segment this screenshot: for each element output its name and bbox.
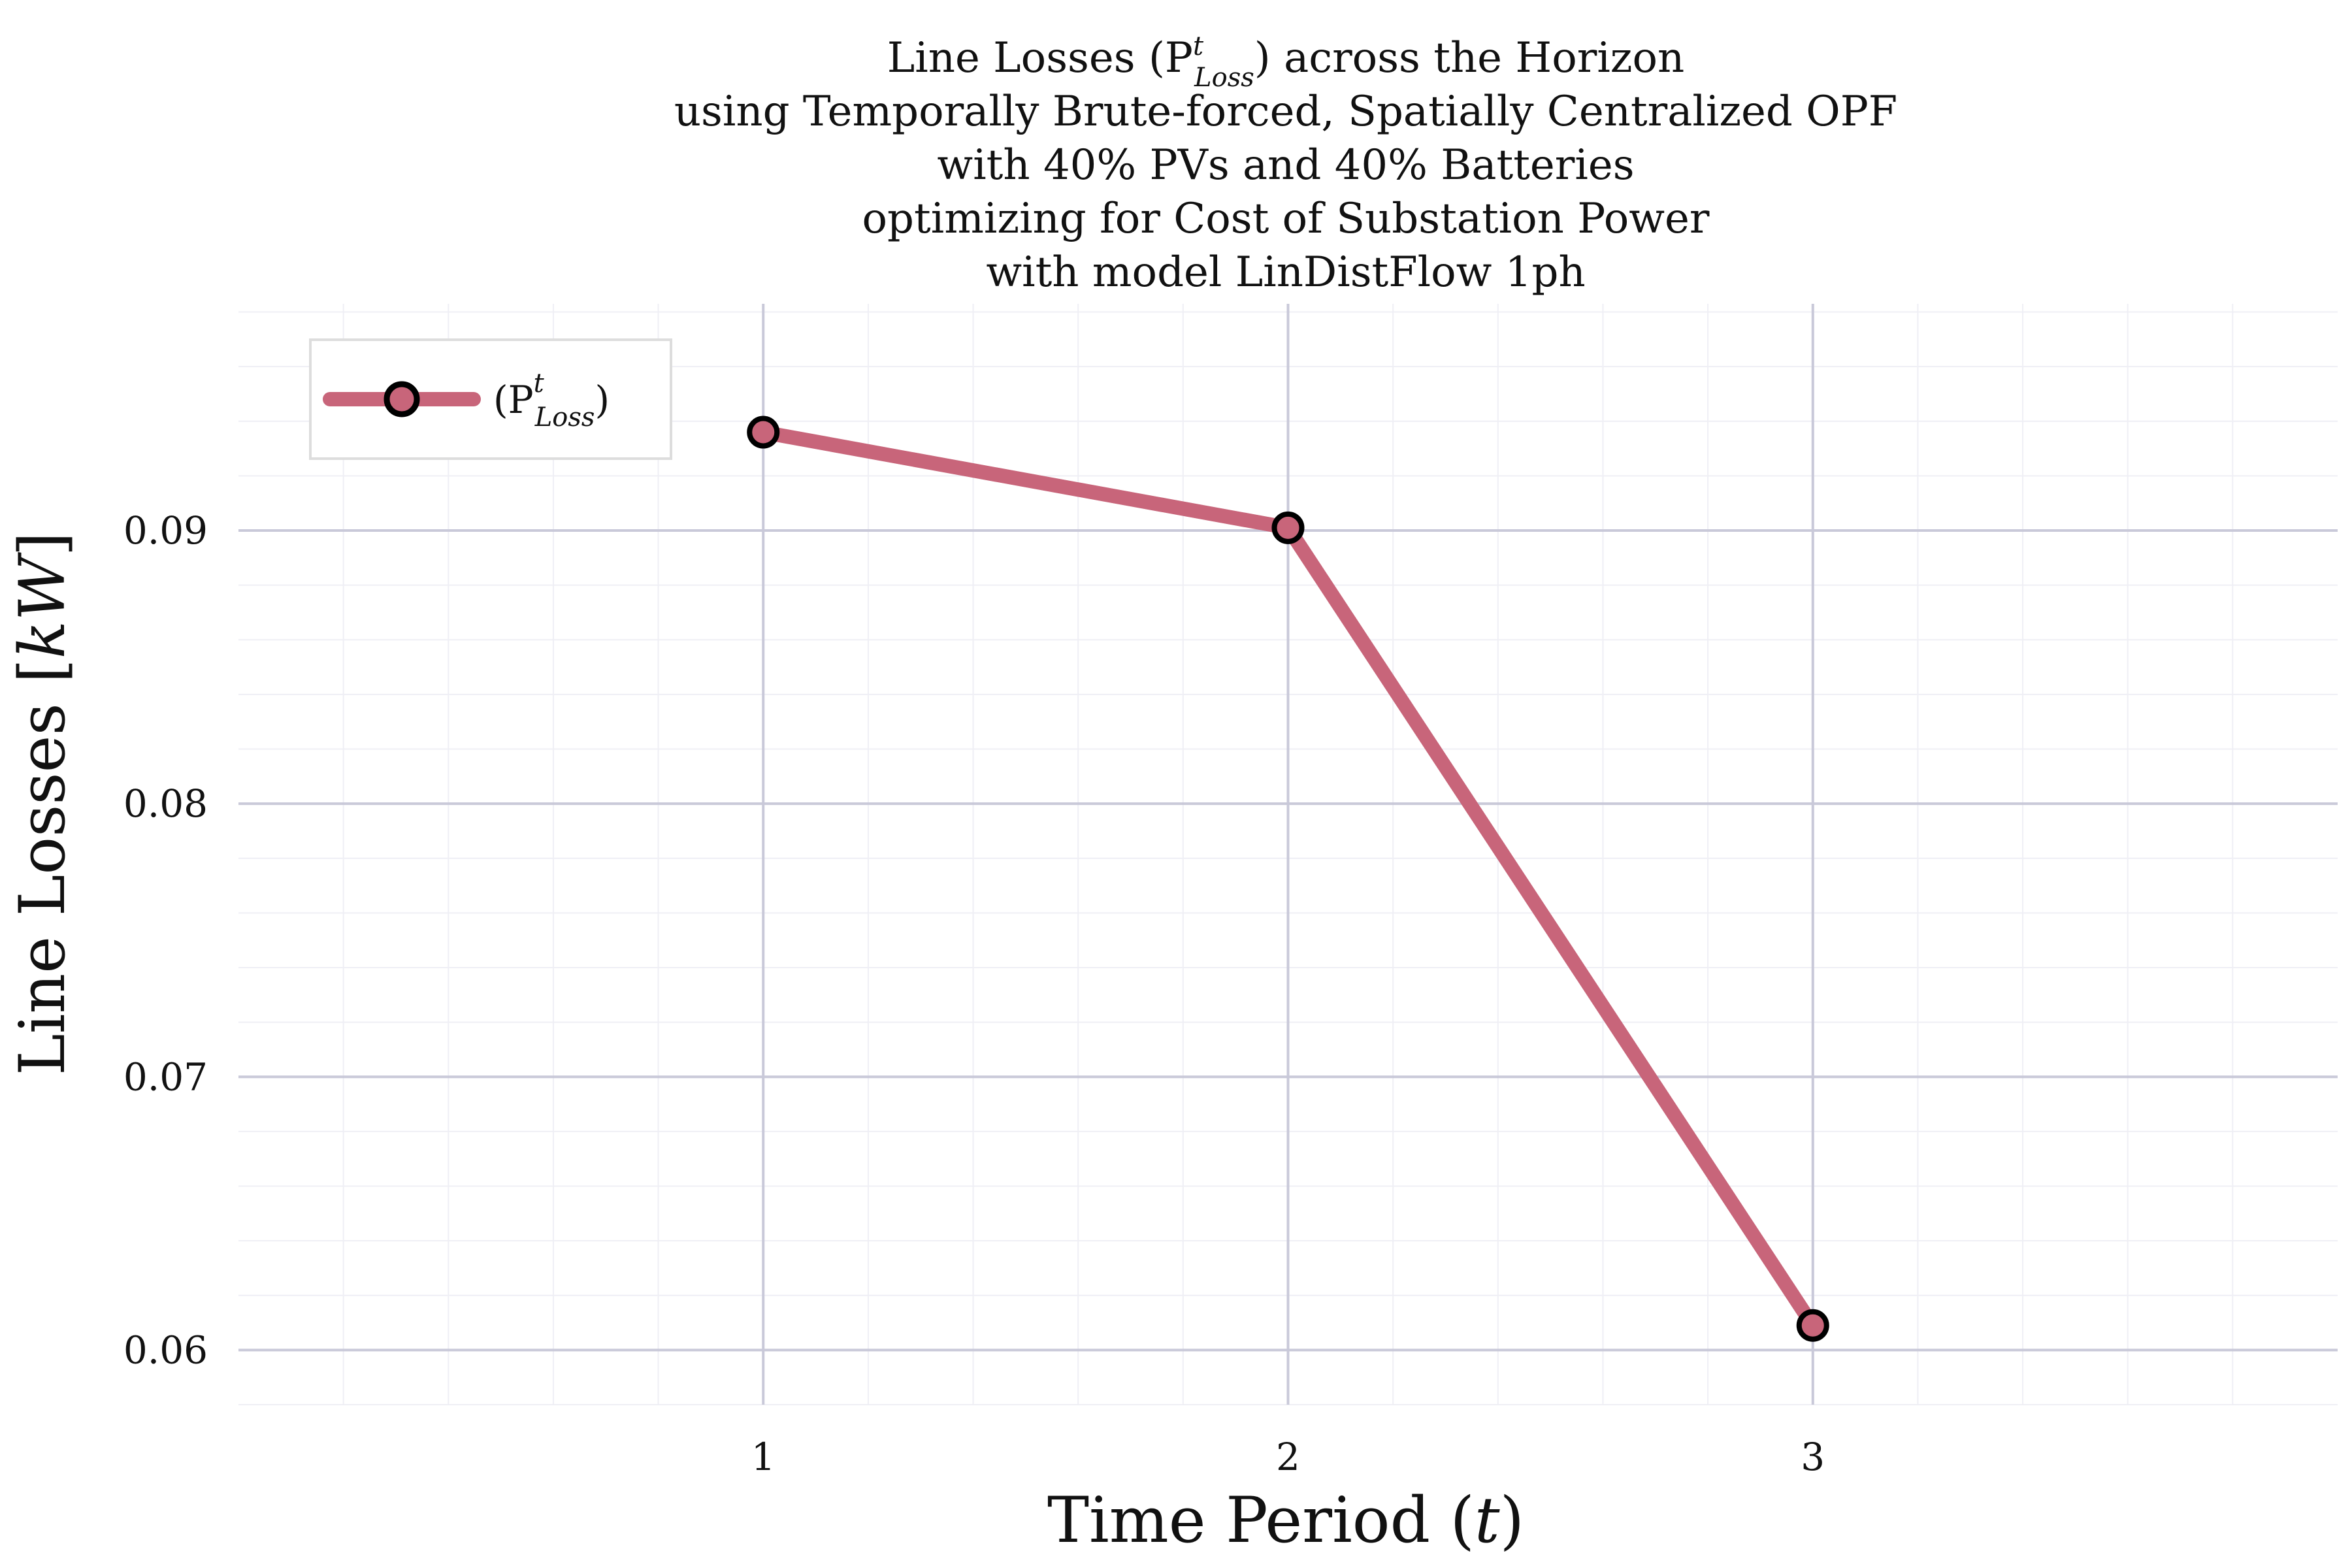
x-axis-title: Time Period (t): [1047, 1484, 1524, 1557]
y-tick-labels: 0.06 0.07 0.08 0.09: [123, 508, 208, 1372]
chart-title: Line Losses (Pt Loss) across the Horizon …: [674, 31, 1897, 297]
y-tick-label: 0.08: [123, 781, 208, 826]
x-tick-label: 1: [751, 1435, 776, 1479]
y-axis-title: Line Losses [kW]: [6, 532, 79, 1075]
x-tick-label: 2: [1276, 1435, 1300, 1479]
title-line-5: with model LinDistFlow 1ph: [986, 248, 1585, 297]
y-tick-label: 0.07: [123, 1054, 208, 1099]
legend: (Pt Loss): [309, 338, 672, 460]
series-group: [747, 416, 1829, 1342]
data-point-marker: [747, 416, 780, 449]
x-tick-labels: 1 2 3: [751, 1435, 1825, 1479]
major-gridlines: [238, 304, 2338, 1405]
title-line-4: optimizing for Cost of Substation Power: [862, 195, 1710, 243]
x-tick-label: 3: [1801, 1435, 1825, 1479]
data-point-marker: [1271, 511, 1305, 544]
legend-marker-swatch: [384, 381, 420, 417]
y-tick-label: 0.09: [123, 508, 208, 553]
title-line-2: using Temporally Brute-forced, Spatially…: [674, 88, 1897, 136]
legend-label: (Pt Loss): [493, 368, 610, 433]
y-tick-label: 0.06: [123, 1328, 208, 1372]
title-line-3: with 40% PVs and 40% Batteries: [937, 141, 1634, 189]
data-point-marker: [1796, 1309, 1829, 1342]
title-line-1: Line Losses (Pt Loss) across the Horizon: [887, 31, 1685, 93]
